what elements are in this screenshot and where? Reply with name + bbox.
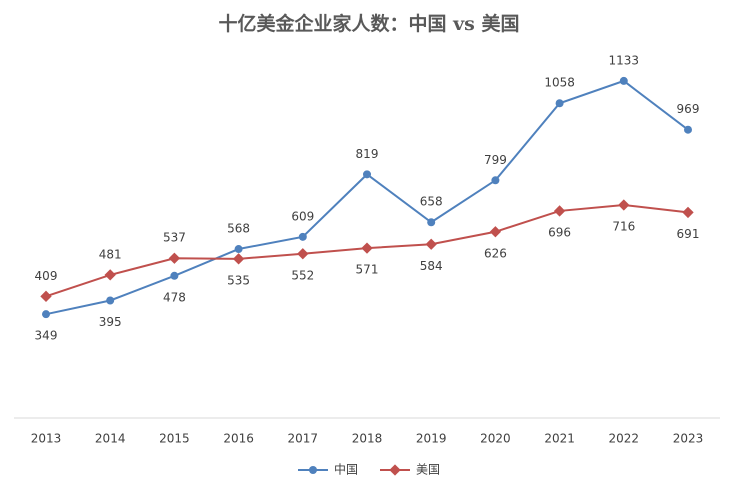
legend-marker [309, 466, 317, 474]
point [427, 218, 436, 227]
point [234, 245, 243, 254]
legend-marker [389, 464, 401, 476]
data-label: 571 [356, 263, 379, 277]
point [232, 253, 245, 265]
point [42, 310, 50, 319]
x-tick-label: 2017 [288, 432, 319, 446]
point [682, 206, 694, 219]
point [425, 238, 437, 250]
data-label: 1133 [609, 53, 640, 67]
point [361, 242, 373, 254]
point [298, 232, 307, 241]
point [618, 199, 630, 211]
data-label: 481 [99, 247, 122, 261]
data-label: 537 [163, 231, 186, 245]
point [489, 226, 502, 238]
legend-label: 美国 [416, 463, 440, 477]
data-label: 568 [227, 222, 250, 236]
x-tick-label: 2015 [159, 432, 190, 446]
x-tick-label: 2019 [416, 432, 447, 446]
x-tick-label: 2016 [223, 432, 254, 446]
point [684, 125, 692, 134]
data-label: 1058 [544, 76, 575, 90]
point [555, 99, 564, 108]
x-tick-label: 2014 [95, 432, 126, 446]
data-label: 349 [35, 329, 58, 343]
point [168, 252, 181, 264]
x-tick-label: 2013 [31, 432, 62, 446]
point [40, 290, 52, 302]
data-label: 395 [99, 315, 122, 329]
x-tick-label: 2018 [352, 432, 383, 446]
data-label: 584 [420, 259, 443, 273]
data-label: 478 [163, 290, 186, 304]
data-label: 409 [35, 269, 58, 283]
point [619, 76, 628, 85]
data-label: 716 [612, 219, 635, 233]
x-tick-label: 2020 [480, 432, 511, 446]
point [491, 176, 500, 185]
point [363, 170, 371, 179]
legend-label: 中国 [334, 462, 358, 477]
data-label: 535 [227, 273, 250, 287]
data-label: 626 [484, 246, 507, 260]
data-label: 819 [356, 147, 379, 161]
data-label: 552 [291, 268, 314, 282]
point [106, 296, 115, 305]
chart-title: 十亿美金企业家人数：中国 vs 美国 [219, 12, 520, 35]
data-label: 969 [677, 102, 700, 116]
data-label: 609 [291, 209, 314, 223]
point [170, 271, 179, 280]
x-tick-label: 2021 [544, 432, 575, 446]
data-label: 691 [677, 227, 700, 241]
x-tick-label: 2022 [609, 432, 640, 446]
data-label: 658 [420, 195, 443, 209]
point [297, 248, 309, 260]
x-tick-label: 2023 [673, 432, 704, 446]
data-label: 696 [548, 225, 571, 239]
point [553, 205, 566, 217]
data-label: 799 [484, 153, 507, 167]
